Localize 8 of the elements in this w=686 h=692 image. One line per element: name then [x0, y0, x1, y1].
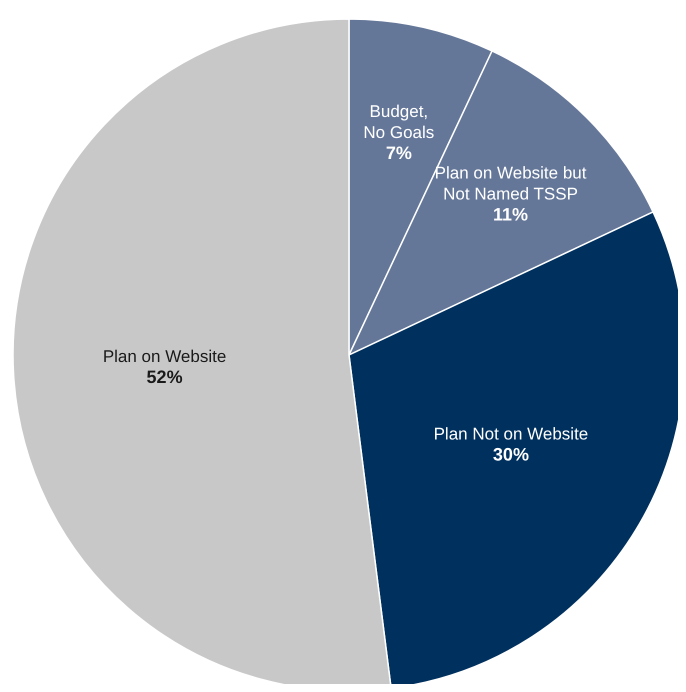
data-label: 11% [493, 204, 528, 224]
data-label: 7% [386, 143, 412, 164]
slice-label: Budget, No Goals [363, 102, 434, 142]
slice-label: Plan on Website [102, 346, 226, 366]
slice-label: Plan on Website but Not Named TSSP [434, 162, 587, 203]
slice-label: Plan Not on Website [434, 424, 588, 444]
data-label: 30% [492, 444, 529, 465]
data-label: 52% [146, 367, 183, 388]
